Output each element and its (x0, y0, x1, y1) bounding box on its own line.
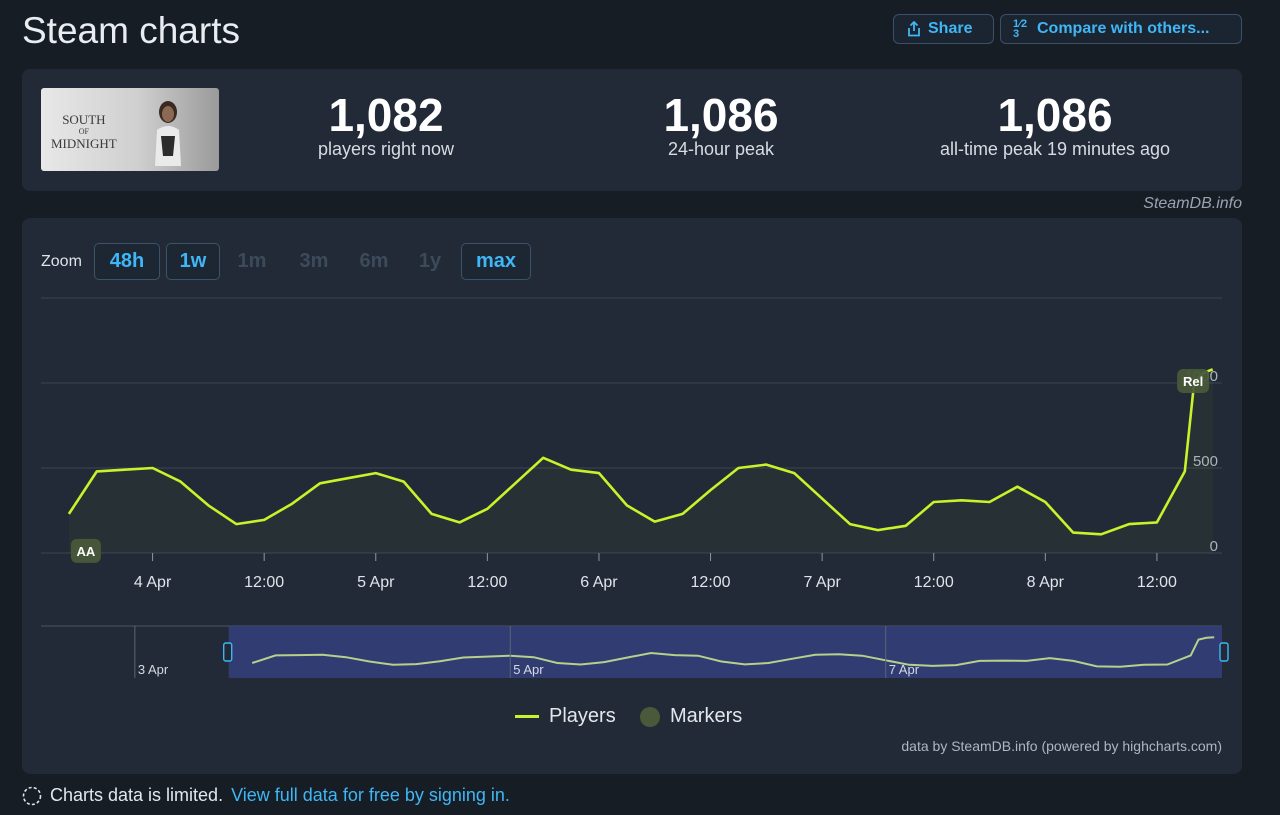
navigator: 3 Apr 5 Apr 7 Apr (41, 625, 1229, 678)
x-tick-label: 12:00 (244, 574, 284, 591)
stat-value: 1,086 (663, 89, 779, 141)
x-tick-label: 12:00 (691, 574, 731, 591)
dashed-circle-icon (22, 786, 42, 805)
stat-24h-peak: 1,086 24-hour peak (571, 89, 871, 160)
navigator-selection[interactable] (228, 626, 1222, 678)
navigator-label: 7 Apr (889, 662, 920, 677)
compare-icon: 1⁄2 3 (1013, 18, 1028, 40)
stats-panel: SOUTH OF MIDNIGHT 1,082 players right no… (22, 69, 1242, 191)
share-button[interactable]: Share (893, 14, 994, 44)
stat-label: players right now (317, 139, 455, 159)
zoom-button-48h[interactable]: 48h (94, 243, 160, 280)
compare-label: Compare with others... (1037, 20, 1210, 37)
y-tick-label: 500 (1193, 453, 1218, 470)
marker-aa[interactable] (70, 538, 101, 563)
x-tick-label: 8 Apr (1027, 574, 1065, 591)
stat-label: all-time peak 19 minutes ago (939, 139, 1171, 159)
share-label: Share (928, 20, 973, 37)
navigator-handle[interactable] (1219, 642, 1229, 662)
zoom-button-1w[interactable]: 1w (166, 243, 220, 280)
stat-current-players: 1,082 players right now (236, 89, 536, 160)
game-cover-image[interactable]: SOUTH OF MIDNIGHT (41, 88, 219, 171)
compare-button[interactable]: 1⁄2 3 Compare with others... (1000, 14, 1242, 44)
x-tick-label: 4 Apr (134, 574, 172, 591)
x-tick-label: 6 Apr (580, 574, 618, 591)
x-tick-label: 5 Apr (357, 574, 395, 591)
game-logo: SOUTH OF MIDNIGHT (51, 112, 117, 151)
zoom-label: Zoom (41, 253, 82, 270)
marker-rel[interactable] (1177, 369, 1210, 393)
navigator-handle[interactable] (223, 642, 233, 662)
legend-label: Markers (670, 705, 743, 727)
navigator-label: 3 Apr (138, 662, 169, 677)
legend-label: Players (549, 705, 616, 727)
zoom-button-6m[interactable]: 6m (359, 250, 389, 272)
navigator-line (251, 636, 1215, 668)
marker-label: AA (77, 544, 96, 559)
zoom-button-3m[interactable]: 3m (299, 250, 329, 272)
x-tick-label: 12:00 (914, 574, 954, 591)
x-tick-label: 12:00 (1137, 574, 1177, 591)
x-tick-label: 7 Apr (803, 574, 841, 591)
legend-item-players[interactable]: Players (515, 705, 616, 728)
stat-value: 1,086 (997, 89, 1113, 141)
x-tick-label: 12:00 (467, 574, 507, 591)
stat-all-time-peak: 1,086 all-time peak 19 minutes ago (905, 89, 1205, 160)
stat-value: 1,082 (328, 89, 444, 141)
zoom-button-1m[interactable]: 1m (237, 250, 267, 272)
sign-in-link[interactable]: View full data for free by signing in. (231, 785, 510, 805)
character-figure-icon (155, 101, 181, 166)
limited-data-notice: Charts data is limited. View full data f… (22, 785, 510, 806)
zoom-button-1y[interactable]: 1y (418, 250, 442, 272)
zoom-button-max[interactable]: max (461, 243, 531, 280)
notice-text: Charts data is limited. (50, 785, 224, 805)
players-area (68, 369, 1213, 553)
stat-label: 24-hour peak (667, 139, 775, 159)
navigator-label: 5 Apr (513, 662, 544, 677)
y-tick-label: 0 (1210, 538, 1218, 555)
marker-label: Rel (1183, 374, 1203, 389)
page-title: Steam charts (22, 10, 240, 51)
legend-item-markers[interactable]: Markers (640, 705, 742, 728)
steamdb-attribution: SteamDB.info (1143, 195, 1242, 212)
chart-credit[interactable]: data by SteamDB.info (powered by highcha… (901, 738, 1222, 754)
players-line (67, 368, 1214, 536)
share-icon (908, 21, 920, 37)
